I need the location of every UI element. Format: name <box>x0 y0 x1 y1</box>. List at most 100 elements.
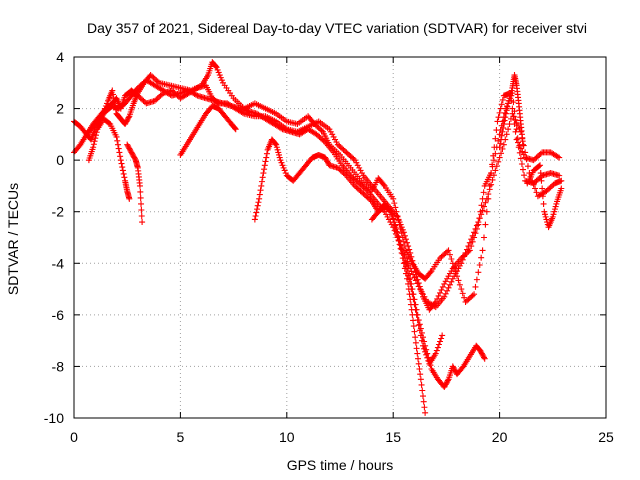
data-point <box>446 251 453 258</box>
data-point <box>341 171 348 178</box>
data-point <box>532 155 539 162</box>
data-point <box>411 274 418 281</box>
y-tick-label: -4 <box>52 255 65 271</box>
data-point <box>366 195 373 202</box>
data-point <box>121 174 128 181</box>
data-point <box>435 341 442 348</box>
data-point <box>418 288 425 295</box>
data-point <box>490 172 497 179</box>
data-point <box>438 335 445 342</box>
data-point <box>469 292 476 299</box>
data-point <box>488 181 495 188</box>
data-point <box>458 260 465 267</box>
data-point <box>406 246 413 253</box>
data-point <box>476 262 483 269</box>
data-point <box>503 107 510 114</box>
data-point <box>113 133 120 140</box>
data-point <box>340 146 347 153</box>
data-point <box>468 236 475 243</box>
data-point <box>252 213 259 220</box>
data-point <box>118 160 125 167</box>
data-point <box>448 278 455 285</box>
data-point <box>444 287 451 294</box>
y-tick-label: -6 <box>52 307 65 323</box>
data-point <box>329 131 336 138</box>
data-point <box>339 168 346 175</box>
data-points <box>71 59 565 416</box>
data-point <box>149 73 156 80</box>
data-point <box>506 121 513 128</box>
data-point <box>350 175 357 182</box>
data-point <box>326 126 333 133</box>
data-point <box>479 247 486 254</box>
data-point <box>232 126 239 133</box>
data-point <box>534 153 541 160</box>
data-point <box>462 298 469 305</box>
data-series <box>83 77 565 311</box>
data-point <box>486 186 493 193</box>
data-point <box>441 382 448 389</box>
data-point <box>556 154 563 161</box>
data-point <box>438 286 445 293</box>
data-point <box>533 189 540 196</box>
data-point <box>473 222 480 229</box>
data-series <box>524 162 565 231</box>
data-point <box>357 167 364 174</box>
data-point <box>533 154 540 161</box>
data-point <box>433 347 440 354</box>
data-point <box>274 146 281 153</box>
data-point <box>280 164 287 171</box>
data-point <box>140 79 147 86</box>
data-point <box>492 167 499 174</box>
data-point <box>524 163 531 170</box>
data-point <box>530 181 537 188</box>
plot-frame <box>73 56 607 419</box>
data-point <box>150 74 157 81</box>
data-point <box>500 124 507 131</box>
data-point <box>139 219 146 226</box>
data-point <box>157 92 164 99</box>
data-point <box>404 268 411 275</box>
data-point <box>116 149 123 156</box>
data-point <box>439 332 446 339</box>
data-point <box>434 344 441 351</box>
data-point <box>356 164 363 171</box>
data-point <box>549 182 556 189</box>
data-point <box>458 286 465 293</box>
data-point <box>106 120 113 127</box>
data-point <box>537 162 544 169</box>
data-point <box>316 133 323 140</box>
data-point <box>122 121 129 128</box>
data-series <box>496 72 527 151</box>
data-point <box>415 322 422 329</box>
data-point <box>521 172 528 179</box>
data-point <box>407 249 414 256</box>
data-point <box>76 142 83 149</box>
data-point <box>472 283 479 290</box>
data-point <box>456 281 463 288</box>
y-tick-label: -8 <box>52 358 65 374</box>
data-point <box>279 162 286 169</box>
data-point <box>128 149 135 156</box>
data-point <box>480 353 487 360</box>
data-point <box>398 246 405 253</box>
data-point <box>216 72 223 79</box>
data-point <box>253 209 260 216</box>
data-point <box>536 151 543 158</box>
data-point <box>92 132 99 139</box>
data-point <box>432 350 439 357</box>
data-point <box>364 194 371 201</box>
data-point <box>442 278 449 285</box>
data-point <box>448 268 455 275</box>
data-point <box>419 387 426 394</box>
data-point <box>402 236 409 243</box>
data-point <box>547 184 554 191</box>
data-point <box>535 163 542 170</box>
data-point <box>154 95 161 102</box>
data-point <box>129 151 136 158</box>
data-point <box>480 189 487 196</box>
data-point <box>480 203 487 210</box>
data-point <box>444 377 451 384</box>
data-point <box>445 273 452 280</box>
